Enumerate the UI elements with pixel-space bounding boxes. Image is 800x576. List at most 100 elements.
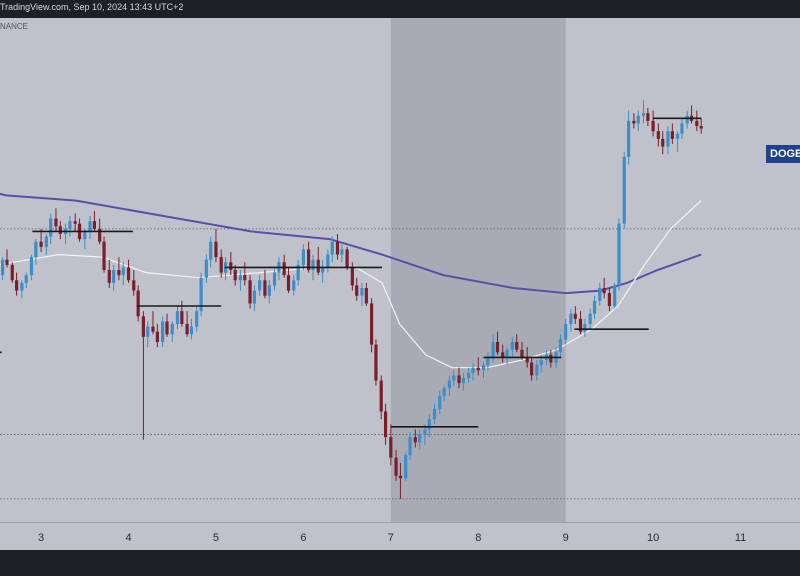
candle-body [10, 264, 14, 281]
candle-body [613, 285, 617, 306]
candle-body [374, 344, 378, 381]
candle-body [155, 331, 159, 342]
price-tag: DOGE [766, 145, 800, 163]
candle-body [83, 231, 87, 240]
candle-body [588, 313, 592, 324]
candle-body [558, 339, 563, 353]
candle-body [355, 285, 359, 296]
candle-body [515, 342, 519, 350]
candle-body [461, 378, 465, 384]
candle-body [73, 221, 77, 224]
candle-body [39, 241, 43, 247]
candle-body [505, 349, 509, 358]
candle-body [54, 218, 58, 227]
candle-body [695, 120, 699, 126]
candle-body [34, 241, 38, 258]
source-watermark: TradingView.com, Sep 10, 2024 13:43 UTC+… [0, 2, 184, 12]
candle-body [199, 277, 203, 312]
candle-body [141, 316, 145, 337]
price-chart[interactable] [0, 18, 800, 522]
x-tick-label: 11 [734, 532, 747, 544]
candle-body [117, 270, 121, 276]
candle-body [292, 280, 296, 291]
candle-body [432, 408, 437, 420]
candle-body [656, 131, 660, 139]
candle-body [219, 257, 223, 273]
candle-body [102, 241, 106, 270]
candle-body [326, 254, 330, 268]
candle-body [418, 434, 422, 443]
candle-body [170, 324, 174, 335]
candle-body [699, 126, 703, 129]
candle-body [539, 360, 543, 366]
candle-body [675, 133, 680, 139]
candle-body [632, 120, 636, 124]
candle-body [272, 272, 277, 286]
candle-body [467, 372, 471, 378]
candle-body [5, 259, 9, 265]
candle-body [452, 375, 456, 381]
candle-body [49, 218, 53, 237]
candle-body [189, 326, 194, 335]
candle-body [24, 275, 28, 283]
candle-body [598, 288, 602, 301]
candle-body [602, 288, 606, 294]
candle-body [670, 131, 674, 139]
candle-body [578, 318, 583, 332]
candle-body [680, 123, 684, 134]
fast-moving-average [0, 200, 702, 369]
candle-body [248, 280, 252, 304]
candle-body [622, 156, 626, 224]
x-tick-label: 10 [646, 532, 660, 544]
candle-body [510, 342, 514, 350]
candle-body [408, 437, 412, 456]
candle-body [58, 226, 62, 234]
candle-body [311, 259, 315, 270]
candle-body [340, 249, 344, 255]
candle-body [471, 367, 475, 373]
x-tick-label: 7 [387, 532, 394, 544]
candle-body [627, 120, 631, 157]
candle-body [486, 357, 490, 366]
candle-body [132, 280, 136, 291]
candle-body [549, 354, 553, 363]
candle-body [185, 324, 189, 335]
bottom-bar [0, 550, 800, 576]
top-bar: TradingView.com, Sep 10, 2024 13:43 UTC+… [0, 0, 800, 18]
candle-body [296, 264, 300, 281]
candle-body [209, 241, 213, 260]
candle-body [592, 300, 597, 314]
candle-body [685, 115, 689, 124]
candle-body [29, 257, 34, 276]
candle-body [214, 241, 218, 258]
x-tick-label: 6 [300, 532, 307, 544]
candle-body [501, 352, 505, 358]
candle-body [442, 388, 446, 396]
candle-body [136, 290, 140, 317]
candle-body [243, 275, 247, 281]
candle-body [44, 236, 48, 247]
candle-body [520, 349, 524, 358]
candle-body [651, 120, 655, 132]
candle-body [525, 357, 529, 363]
candle-body [569, 313, 573, 324]
exchange-label: NANCE [0, 22, 29, 31]
candle-body [316, 259, 320, 273]
candle-body [564, 324, 568, 340]
candle-body [641, 113, 646, 116]
candle-body [321, 267, 325, 273]
candle-body [15, 280, 19, 291]
candle-body [364, 288, 368, 304]
candle-body [369, 303, 374, 345]
candle-body [88, 221, 92, 232]
candle-body [413, 437, 417, 443]
candle-body [267, 285, 271, 296]
candle-body [204, 259, 208, 278]
candle-body [126, 267, 131, 281]
candle-body [573, 313, 577, 319]
candle-body [161, 321, 165, 342]
x-tick-label: 4 [125, 532, 132, 544]
candle-body [535, 365, 539, 376]
candle-body [491, 342, 495, 358]
time-axis[interactable]: 3 4 5 6 7 8 9 10 11 [0, 522, 800, 551]
